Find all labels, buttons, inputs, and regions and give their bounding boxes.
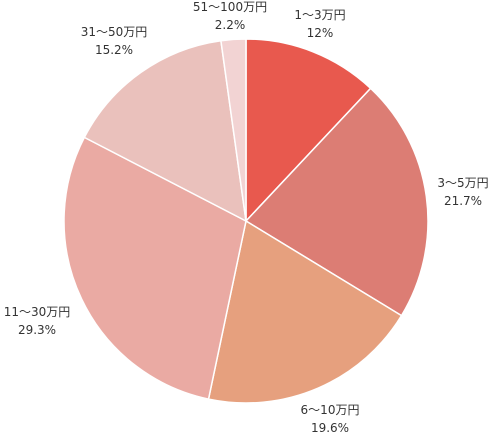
slice-category-label: 51〜100万円 bbox=[193, 0, 267, 14]
slice-category-label: 3〜5万円 bbox=[437, 176, 488, 190]
pie-slice-3 bbox=[207, 219, 403, 404]
pie-slice-4 bbox=[63, 136, 247, 400]
pie-slice-6 bbox=[220, 38, 247, 222]
slice-percent-label: 29.3% bbox=[18, 323, 56, 337]
pie-slice-1 bbox=[245, 38, 372, 223]
slice-category-label: 1〜3万円 bbox=[294, 8, 345, 22]
slice-percent-label: 21.7% bbox=[444, 194, 482, 208]
slice-category-label: 31〜50万円 bbox=[81, 25, 148, 39]
pie-slice-5 bbox=[83, 39, 247, 223]
slice-category-label: 6〜10万円 bbox=[301, 403, 360, 417]
slice-percent-label: 19.6% bbox=[311, 421, 349, 435]
slice-percent-label: 12% bbox=[307, 26, 334, 40]
slice-percent-label: 15.2% bbox=[95, 43, 133, 57]
pie-labels: 1〜3万円 12% 3〜5万円 21.7% 6〜10万円 19.6% 11〜30万円 29.3… bbox=[4, 0, 489, 435]
pie-slices bbox=[63, 38, 429, 404]
slice-category-label: 11〜30万円 bbox=[4, 305, 71, 319]
pie-slice-2 bbox=[244, 87, 429, 317]
slice-percent-label: 2.2% bbox=[215, 18, 246, 32]
